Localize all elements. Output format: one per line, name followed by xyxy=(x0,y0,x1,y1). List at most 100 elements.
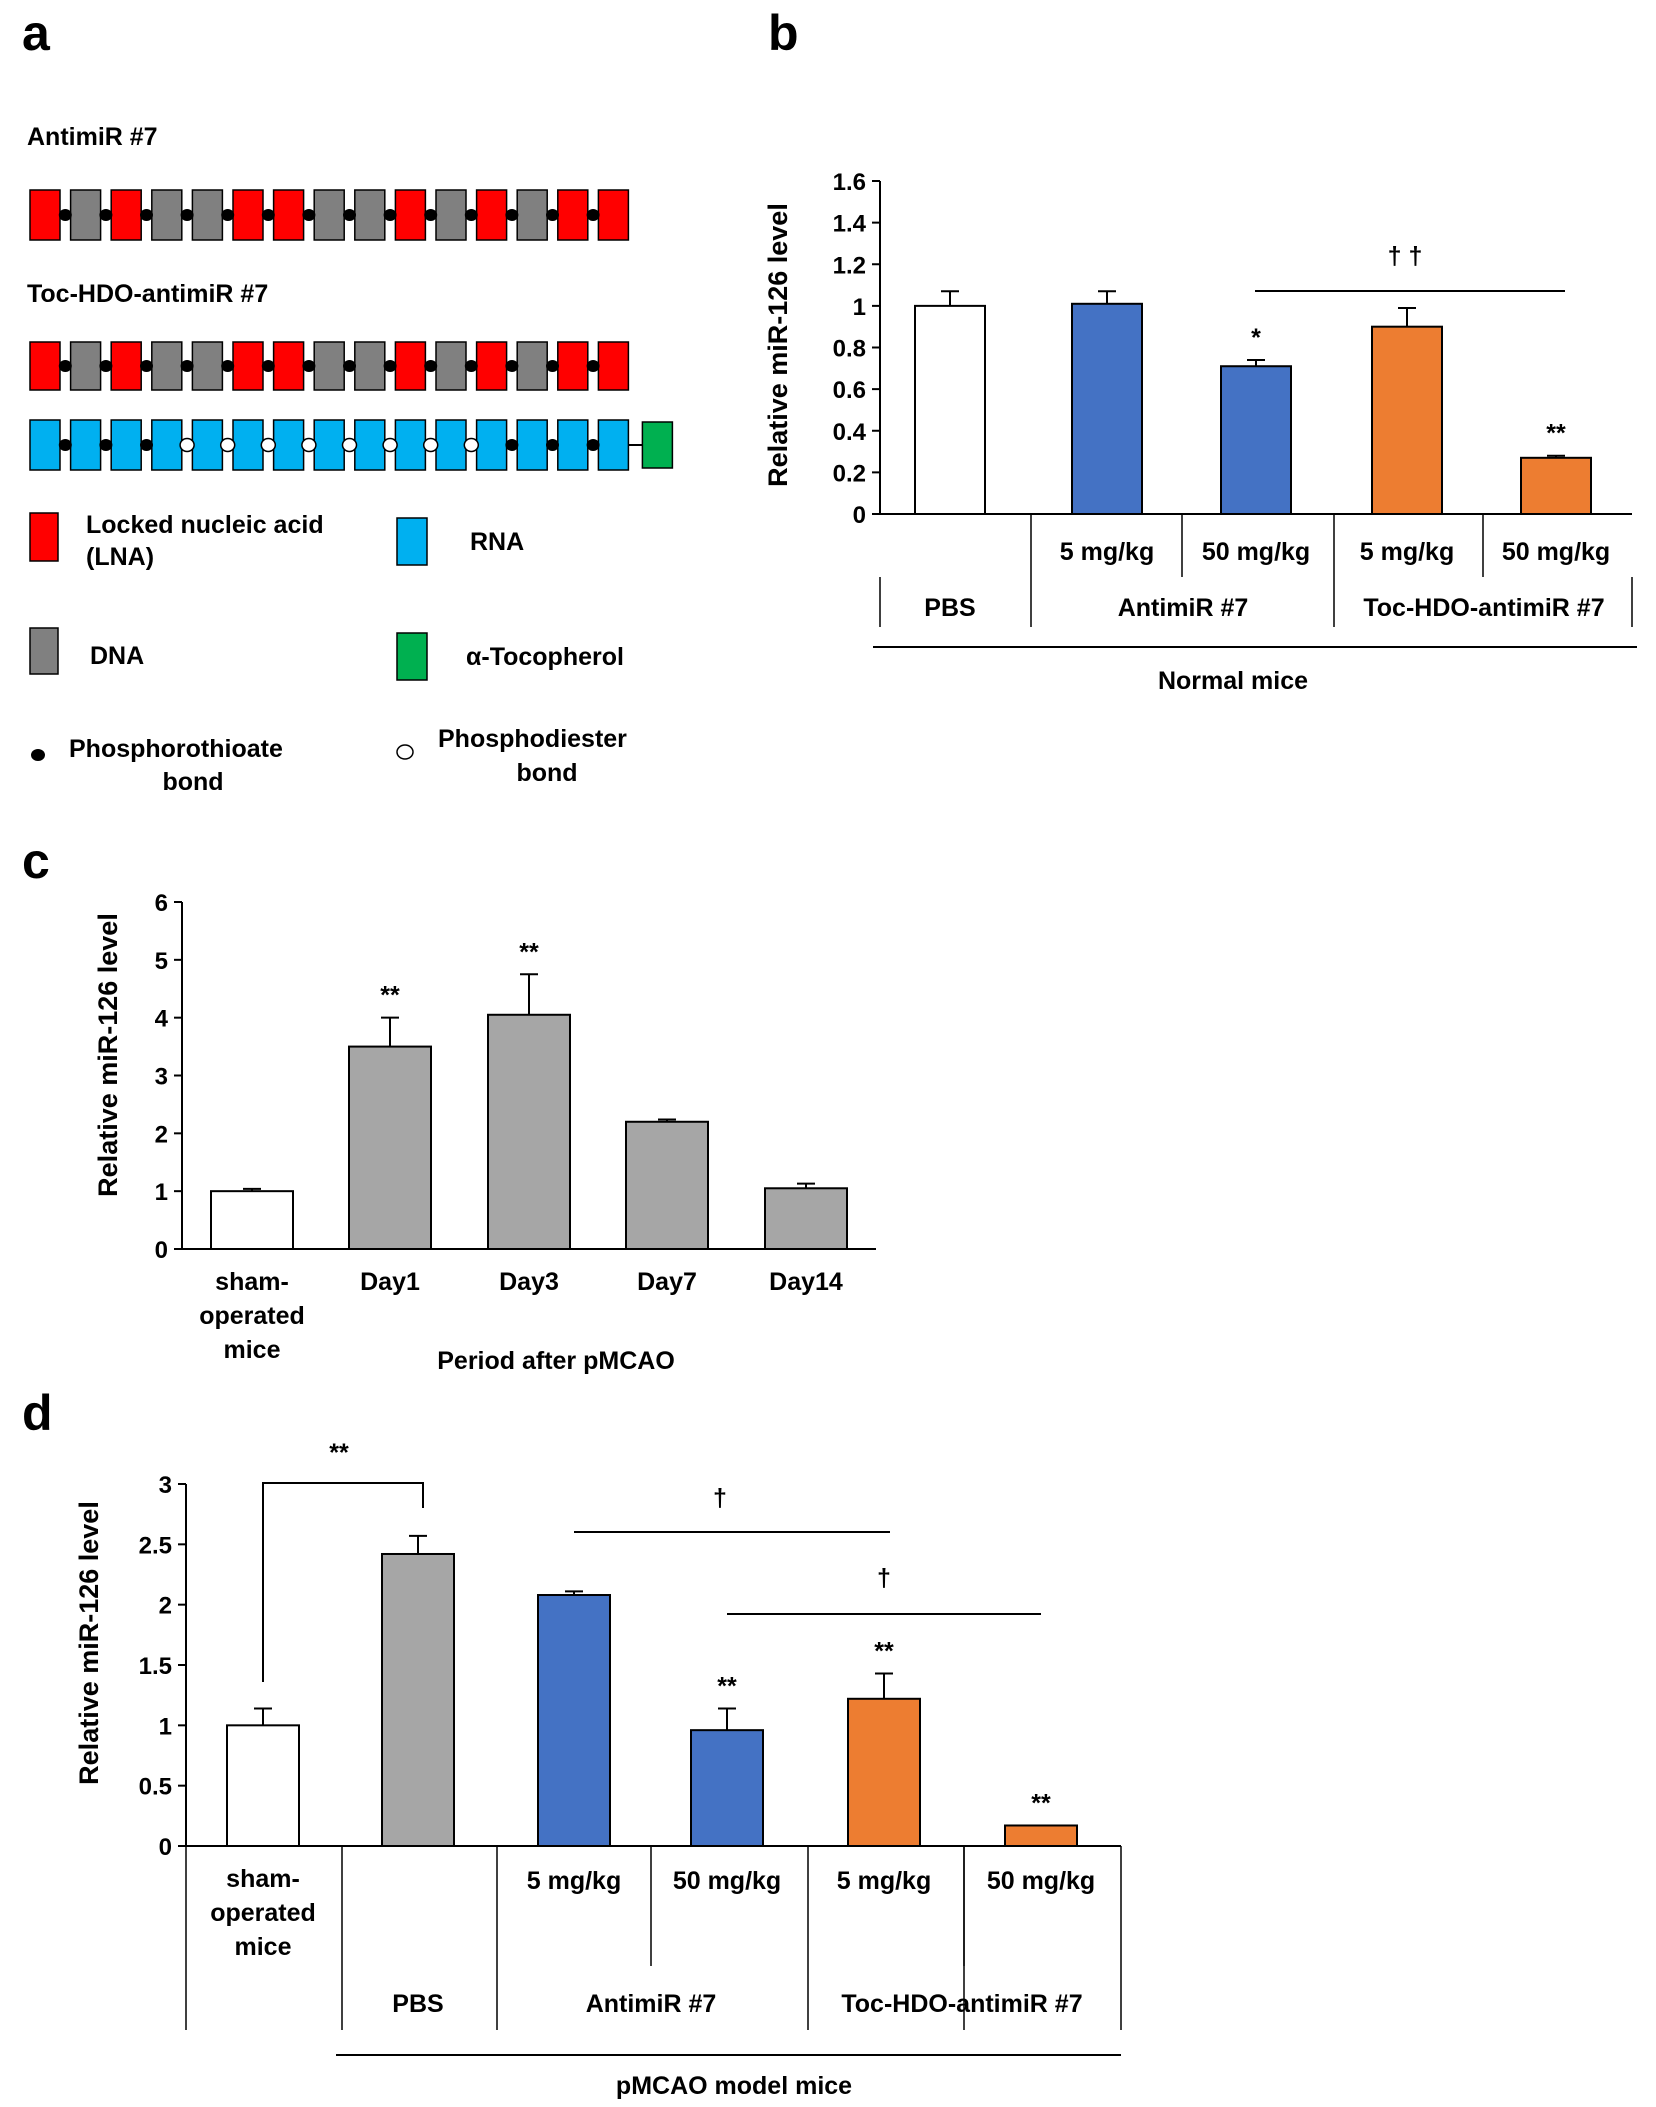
chart-c-category-sham-line3: mice xyxy=(224,1336,281,1364)
phosphorothioate-bond xyxy=(58,209,72,221)
bar xyxy=(537,1594,611,1847)
comparison-bracket xyxy=(262,1482,424,1682)
phosphorothioate-bond xyxy=(464,360,478,372)
phosphorothioate-bond xyxy=(58,360,72,372)
legend-phosphorothioate-line2: bond xyxy=(162,768,223,796)
chart-c-category-day3: Day3 xyxy=(499,1268,559,1296)
legend-rna-label: RNA xyxy=(470,528,524,556)
panel-c: c Relative miR-126 level 0 1 2 3 4 5 6 ** ** sha… xyxy=(22,833,876,1375)
phosphorothioate-bond xyxy=(221,360,235,372)
lna-nucleotide xyxy=(232,341,264,391)
phosphorothioate-bond xyxy=(505,360,519,372)
rna-nucleotide xyxy=(110,419,142,471)
chart-d-bracket-label-5mg: † xyxy=(713,1484,727,1512)
dna-nucleotide xyxy=(516,341,548,391)
phosphorothioate-bond xyxy=(546,360,559,372)
dna-nucleotide xyxy=(354,341,386,391)
lna-nucleotide xyxy=(597,341,630,391)
y-tick-label: 0 xyxy=(155,1237,168,1264)
rna-nucleotide xyxy=(313,419,345,471)
lna-nucleotide xyxy=(110,341,142,391)
chart-c-category-sham-line1: sham- xyxy=(215,1268,289,1296)
chart-d-row1-label-2: 5 mg/kg xyxy=(837,1867,931,1895)
phosphorothioate-bond xyxy=(505,209,519,221)
chart-d-row2-label-toc: Toc-HDO-antimiR #7 xyxy=(841,1990,1082,2018)
tocopherol-unit xyxy=(641,421,674,469)
phosphorothioate-bond xyxy=(505,439,519,451)
bar xyxy=(914,304,986,515)
chart-d-y-axis-label: Relative miR-126 level xyxy=(74,1501,104,1785)
phosphorothioate-bond xyxy=(180,360,194,372)
legend-rna-swatch xyxy=(396,517,428,566)
y-tick-label: 3 xyxy=(155,1064,168,1091)
chart-b-row1-label-4: 50 mg/kg xyxy=(1502,538,1610,566)
significance-marker: ** xyxy=(1546,420,1566,448)
legend-phosphorothioate-line1: Phosphorothioate xyxy=(69,735,283,763)
phosphorothioate-bond xyxy=(99,360,113,372)
phosphodiester-bond xyxy=(463,437,480,453)
bar xyxy=(1071,302,1143,516)
lna-nucleotide xyxy=(475,341,508,391)
phosphorothioate-bond xyxy=(424,360,438,372)
chart-b-bracket-label: † † xyxy=(1388,242,1423,270)
dna-nucleotide xyxy=(313,189,345,241)
dna-nucleotide xyxy=(516,189,548,241)
y-tick-label: 1.4 xyxy=(833,211,867,238)
phosphorothioate-bond xyxy=(424,209,438,221)
rna-nucleotide xyxy=(394,419,427,471)
chart-c-category-day7: Day7 xyxy=(637,1268,697,1296)
lna-nucleotide xyxy=(29,341,61,391)
phosphorothioate-bond xyxy=(99,209,113,221)
y-tick-label: 0 xyxy=(159,1834,172,1861)
y-tick-label: 3 xyxy=(159,1472,172,1499)
lna-nucleotide xyxy=(272,341,305,391)
legend-lna-label-line2: (LNA) xyxy=(86,543,154,571)
phosphorothioate-bond xyxy=(546,209,559,221)
legend: Locked nucleic acid (LNA) RNA DNA α-Toco… xyxy=(29,511,627,796)
bar xyxy=(210,1190,294,1250)
y-tick-label: 1 xyxy=(853,294,866,321)
panel-letter-b: b xyxy=(768,5,799,61)
phosphorothioate-bond xyxy=(302,209,316,221)
phosphodiester-bond xyxy=(219,437,236,453)
rna-nucleotide xyxy=(69,419,102,471)
phosphodiester-bond xyxy=(179,437,195,453)
dna-nucleotide xyxy=(313,341,345,391)
chart-b: 00.20.40.60.811.21.41.6*** xyxy=(833,169,1637,648)
legend-tocopherol-label: α-Tocopherol xyxy=(466,643,624,671)
y-tick-label: 0 xyxy=(853,502,866,529)
rna-nucleotide xyxy=(516,419,548,471)
chart-b-row1-label-1: 5 mg/kg xyxy=(1060,538,1154,566)
legend-lna-label-line1: Locked nucleic acid xyxy=(86,511,324,539)
chart-c-category-day14: Day14 xyxy=(769,1268,843,1296)
phosphodiester-bond xyxy=(301,437,317,453)
rna-nucleotide xyxy=(475,419,508,471)
phosphorothioate-bond xyxy=(180,209,194,221)
significance-marker: ** xyxy=(717,1672,737,1700)
phosphorothioate-bond xyxy=(221,209,235,221)
bar xyxy=(1371,325,1443,515)
phosphorothioate-bond xyxy=(140,439,153,451)
phosphorothioate-bond xyxy=(464,209,478,221)
lna-nucleotide xyxy=(272,189,305,241)
phosphodiester-bond xyxy=(341,437,358,453)
dna-nucleotide xyxy=(191,341,224,391)
rna-nucleotide xyxy=(29,419,61,471)
phosphodiester-bond xyxy=(382,437,398,453)
lna-nucleotide xyxy=(475,189,508,241)
y-tick-label: 1.6 xyxy=(833,169,866,196)
y-tick-label: 2.5 xyxy=(139,1532,172,1559)
rna-nucleotide xyxy=(597,419,630,471)
rna-nucleotide xyxy=(191,419,224,471)
chart-d-sham-line2: operated xyxy=(210,1899,316,1927)
legend-lna-swatch xyxy=(29,512,59,562)
rna-nucleotide xyxy=(354,419,386,471)
phosphorothioate-bond xyxy=(546,439,559,451)
legend-dna-label: DNA xyxy=(90,642,144,670)
chart-d-bracket-label-sham-pbs: ** xyxy=(329,1439,349,1467)
chart-c-y-axis-label: Relative miR-126 level xyxy=(93,913,123,1197)
chart-d-row1-label-0: 5 mg/kg xyxy=(527,1867,621,1895)
phosphorothioate-bond xyxy=(383,209,397,221)
chart-d-sham-line1: sham- xyxy=(226,1865,300,1893)
bar xyxy=(1220,365,1292,516)
